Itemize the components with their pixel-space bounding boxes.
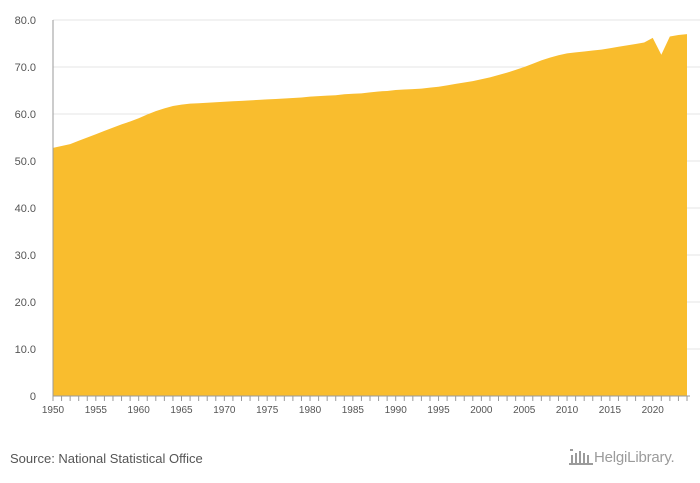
y-tick-label: 20.0 <box>15 297 36 309</box>
y-tick-label: 0 <box>30 391 36 403</box>
x-tick-label: 2020 <box>642 405 665 416</box>
x-tick-label: 2015 <box>599 405 622 416</box>
library-building-icon <box>569 449 593 465</box>
x-tick-label: 1990 <box>385 405 408 416</box>
y-tick-label: 70.0 <box>15 62 36 74</box>
y-tick-label: 80.0 <box>15 15 36 27</box>
y-axis-ticks: 0 10.0 20.0 30.0 40.0 50.0 60.0 70.0 80.0 <box>15 15 36 403</box>
series-area-group <box>53 34 687 396</box>
y-tick-label: 50.0 <box>15 156 36 168</box>
series-area <box>53 34 687 396</box>
x-tick-label: 2005 <box>513 405 536 416</box>
x-tick-label: 1985 <box>342 405 365 416</box>
x-tick-label: 1980 <box>299 405 322 416</box>
x-tick-label: 1970 <box>213 405 236 416</box>
y-tick-label: 30.0 <box>15 250 36 262</box>
y-tick-label: 40.0 <box>15 203 36 215</box>
helgi-library-logo: HelgiLibrary. <box>568 448 675 466</box>
x-tick-label: 1995 <box>427 405 450 416</box>
y-tick-label: 60.0 <box>15 109 36 121</box>
x-axis-ticks: 1950 1955 1960 1965 1970 1975 1980 1985 1990 1995… <box>42 396 688 416</box>
x-tick-label: 1965 <box>170 405 193 416</box>
x-tick-label: 1960 <box>128 405 151 416</box>
x-tick-label: 1950 <box>42 405 65 416</box>
area-chart: 010.020.030.040.050.060.070.080.0 1950 19… <box>15 15 700 416</box>
x-tick-label: 1975 <box>256 405 279 416</box>
x-tick-label: 1955 <box>85 405 108 416</box>
logo-text: HelgiLibrary. <box>594 449 675 466</box>
x-tick-label: 2010 <box>556 405 579 416</box>
source-note: Source: National Statistical Office <box>10 451 203 466</box>
y-tick-label: 10.0 <box>15 344 36 356</box>
x-tick-label: 2000 <box>470 405 493 416</box>
